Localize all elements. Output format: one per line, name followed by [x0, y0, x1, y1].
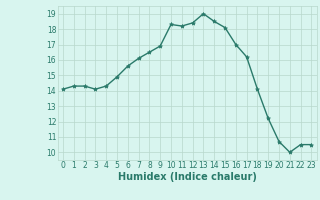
X-axis label: Humidex (Indice chaleur): Humidex (Indice chaleur) [118, 172, 257, 182]
